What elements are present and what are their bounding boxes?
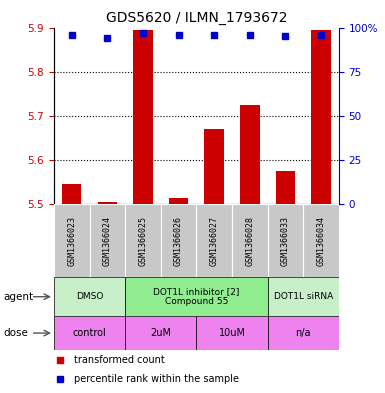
Bar [276,171,295,204]
Title: GDS5620 / ILMN_1793672: GDS5620 / ILMN_1793672 [105,11,287,25]
Bar [240,105,259,204]
Text: percentile rank within the sample: percentile rank within the sample [74,374,239,384]
Text: DMSO: DMSO [76,292,103,301]
Text: GSM1366027: GSM1366027 [210,216,219,266]
Bar [62,184,82,204]
Bar [196,204,232,277]
Text: transformed count: transformed count [74,354,165,365]
Bar [161,204,196,277]
Text: GSM1366026: GSM1366026 [174,216,183,266]
Bar [268,316,339,350]
Bar [54,316,125,350]
Bar [125,277,268,316]
Bar [125,316,196,350]
Text: control: control [73,328,106,338]
Bar [268,277,339,316]
Text: GSM1366023: GSM1366023 [67,216,76,266]
Text: 2uM: 2uM [150,328,171,338]
Text: GSM1366034: GSM1366034 [316,216,325,266]
Bar [204,129,224,204]
Bar [311,30,331,204]
Text: 10uM: 10uM [218,328,246,338]
Text: agent: agent [4,292,34,302]
Bar [169,198,188,204]
Text: GSM1366024: GSM1366024 [103,216,112,266]
Text: n/a: n/a [295,328,311,338]
Bar [89,204,125,277]
Text: GSM1366025: GSM1366025 [139,216,147,266]
Text: GSM1366033: GSM1366033 [281,216,290,266]
Bar [133,30,153,204]
Bar [303,204,339,277]
Bar [97,202,117,204]
Text: GSM1366028: GSM1366028 [245,216,254,266]
Text: dose: dose [4,328,29,338]
Bar [54,277,125,316]
Bar [196,316,268,350]
Text: DOT1L siRNA: DOT1L siRNA [274,292,333,301]
Bar [125,204,161,277]
Text: DOT1L inhibitor [2]
Compound 55: DOT1L inhibitor [2] Compound 55 [153,287,239,307]
Bar [54,204,89,277]
Bar [268,204,303,277]
Bar [232,204,268,277]
